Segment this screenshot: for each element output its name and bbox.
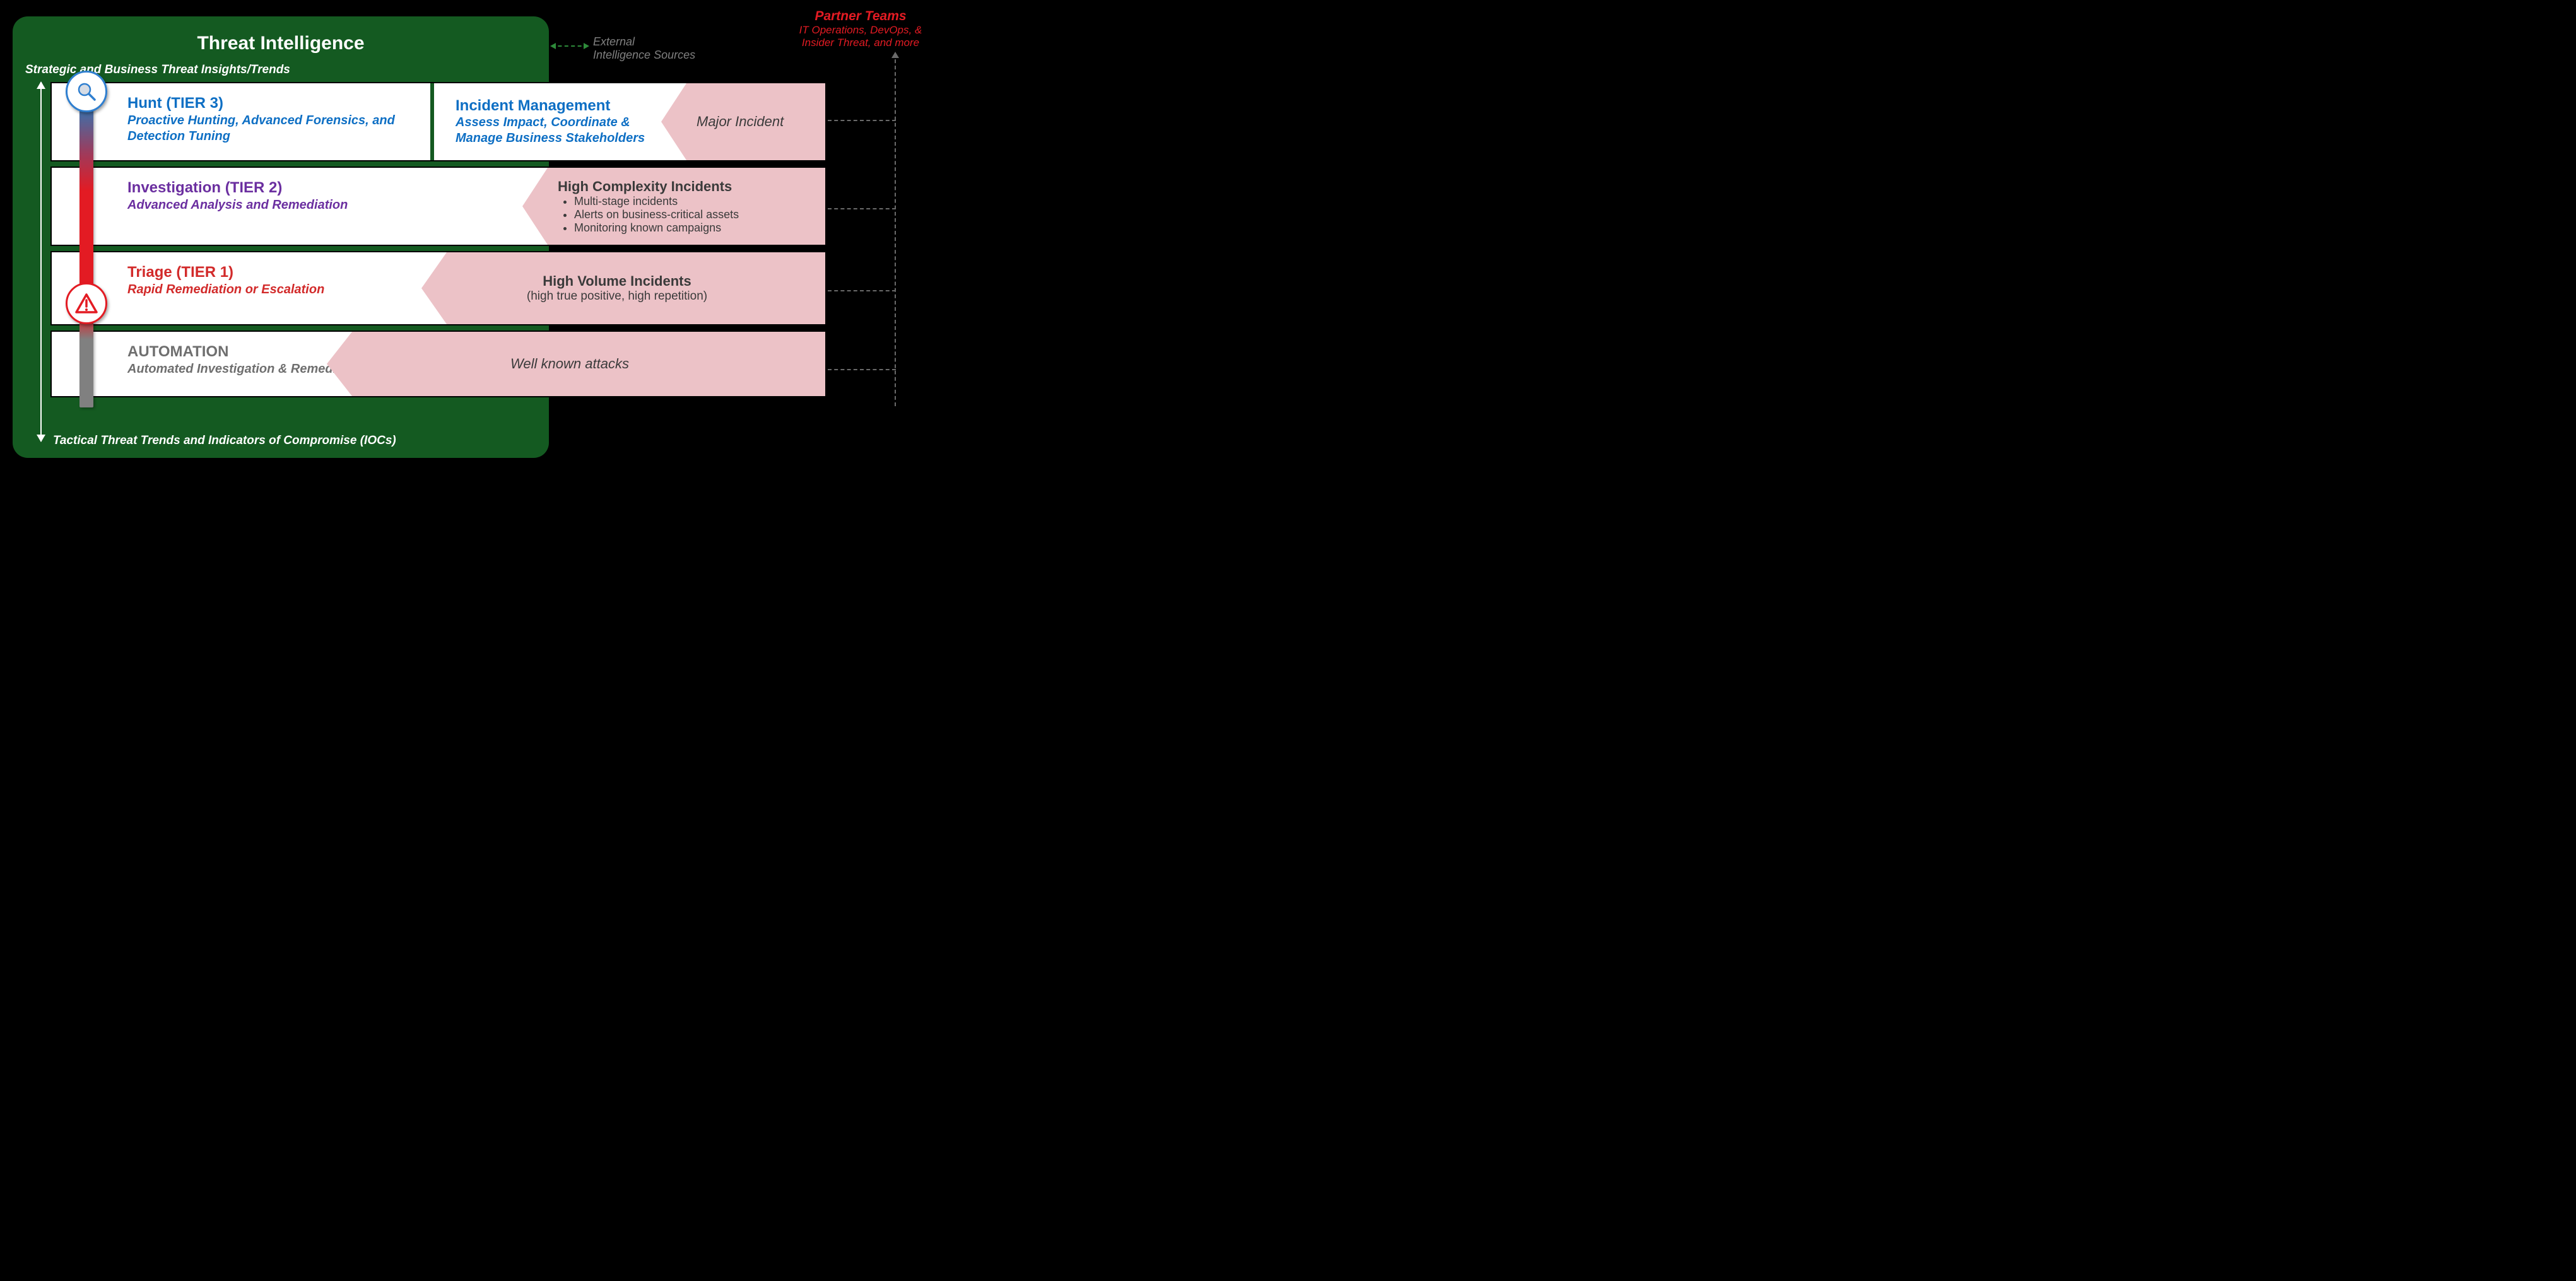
row-tier1: Triage (TIER 1) Rapid Remediation or Esc… <box>50 251 826 325</box>
partner-connector-1 <box>828 120 896 121</box>
partner-connector-2 <box>828 208 896 209</box>
tier2-bullet-2: Alerts on business-critical assets <box>574 208 813 221</box>
ext-line1: External <box>593 35 635 48</box>
tier3-left: Hunt (TIER 3) Proactive Hunting, Advance… <box>52 83 430 160</box>
external-sources-label: External Intelligence Sources <box>593 35 695 61</box>
partner-teams-title: Partner Teams <box>791 9 930 24</box>
tier2-subtitle: Advanced Analysis and Remediation <box>127 197 348 213</box>
tier1-chevron-sub: (high true positive, high repetition) <box>527 290 707 303</box>
tier1-chevron-title: High Volume Incidents <box>527 273 707 290</box>
incident-mgmt-subtitle: Assess Impact, Coordinate & Manage Busin… <box>456 115 649 146</box>
row-tier3: Hunt (TIER 3) Proactive Hunting, Advance… <box>50 82 826 161</box>
tier3-chevron: Major Incident <box>661 83 825 160</box>
tier3-subtitle: Proactive Hunting, Advanced Forensics, a… <box>127 113 418 144</box>
tier3-chevron-label: Major Incident <box>697 114 813 130</box>
magnifier-icon <box>66 71 107 112</box>
tier2-chevron-list: Multi-stage incidents Alerts on business… <box>558 195 813 235</box>
partner-teams-block: Partner Teams IT Operations, DevOps, & I… <box>791 9 930 50</box>
partner-vertical-connector <box>895 53 896 406</box>
tier-rows: Hunt (TIER 3) Proactive Hunting, Advance… <box>50 82 826 402</box>
incident-mgmt-block: Incident Management Assess Impact, Coord… <box>437 83 661 160</box>
tier1-chevron: High Volume Incidents (high true positiv… <box>421 252 825 324</box>
partner-connector-4 <box>828 369 896 370</box>
tier2-chevron: High Complexity Incidents Multi-stage in… <box>522 168 825 245</box>
partner-connector-3 <box>828 290 896 291</box>
automation-chevron-label: Well known attacks <box>510 356 629 372</box>
ext-line2: Intelligence Sources <box>593 49 695 61</box>
tier1-subtitle: Rapid Remediation or Escalation <box>127 282 324 298</box>
tier2-title: Investigation (TIER 2) <box>127 179 348 197</box>
tier2-bullet-3: Monitoring known campaigns <box>574 221 813 235</box>
automation-title: AUTOMATION <box>127 343 367 361</box>
row-automation: AUTOMATION Automated Investigation & Rem… <box>50 330 826 397</box>
external-sources-arrow <box>551 45 588 47</box>
automation-chevron: Well known attacks <box>327 332 825 396</box>
panel-title: Threat Intelligence <box>13 33 549 54</box>
strategic-trends-label: Strategic and Business Threat Insights/T… <box>25 63 290 77</box>
tier3-title: Hunt (TIER 3) <box>127 95 418 113</box>
partner-teams-subtitle: IT Operations, DevOps, & Insider Threat,… <box>791 24 930 50</box>
tier1-title: Triage (TIER 1) <box>127 264 324 282</box>
tactical-trends-label: Tactical Threat Trends and Indicators of… <box>53 434 396 448</box>
tier2-left: Investigation (TIER 2) Advanced Analysis… <box>52 168 360 245</box>
alert-triangle-icon <box>66 283 107 324</box>
vertical-double-arrow <box>40 82 42 442</box>
row-tier2: Investigation (TIER 2) Advanced Analysis… <box>50 167 826 246</box>
tier2-bullet-1: Multi-stage incidents <box>574 195 813 208</box>
tier3-separator <box>430 83 434 160</box>
tier2-chevron-title: High Complexity Incidents <box>558 178 813 195</box>
incident-mgmt-title: Incident Management <box>456 97 649 115</box>
maturity-gradient-bar <box>79 98 93 407</box>
